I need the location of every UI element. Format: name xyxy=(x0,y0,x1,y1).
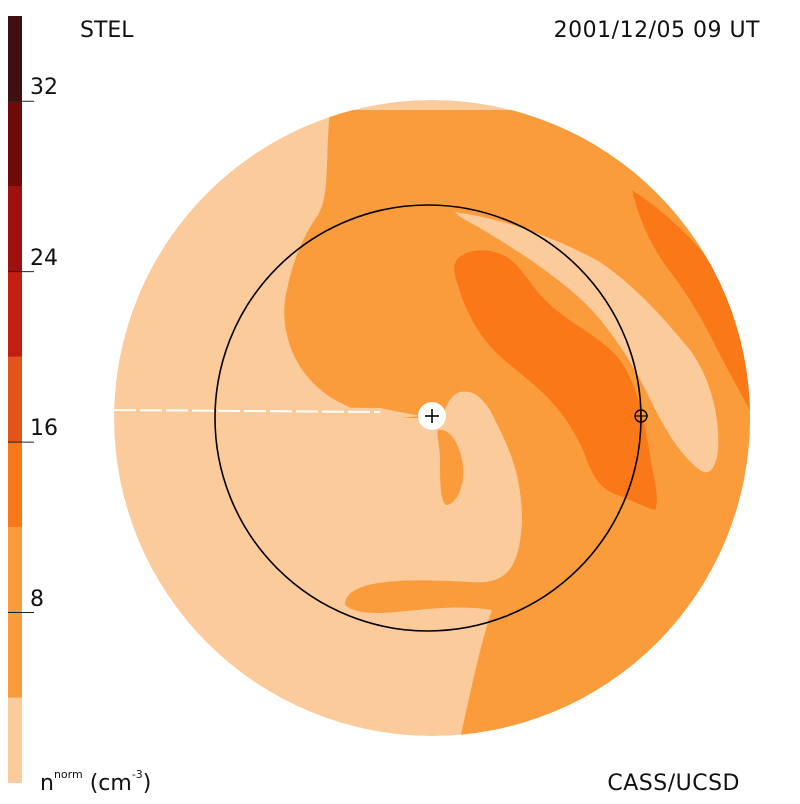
region-medium-density-filament xyxy=(437,429,464,506)
earth-marker xyxy=(634,409,648,423)
region-low-density-channel xyxy=(455,212,719,473)
colorbar-tick-label-16: 16 xyxy=(30,416,58,442)
colorbar-bin-6 xyxy=(8,101,22,187)
colorbar-bin-3 xyxy=(8,356,22,443)
region-low-density-notch xyxy=(114,405,420,420)
colorbar-ticks xyxy=(8,100,34,614)
colorbar-tick-label-32: 32 xyxy=(30,75,58,101)
region-enhanced-density-arc xyxy=(454,250,657,510)
region-medium-density-main xyxy=(284,110,750,736)
sun-marker xyxy=(418,402,446,430)
region-medium-density-blob xyxy=(350,303,371,342)
axis-artifact-line xyxy=(113,409,381,413)
colorbar-tick-label-8: 8 xyxy=(30,586,44,612)
colorbar-unit-label: nnorm (cm-3) xyxy=(40,767,152,796)
region-enhanced-density-limb xyxy=(632,190,750,415)
colorbar-tick-label-24: 24 xyxy=(30,245,58,271)
density-disk xyxy=(114,100,750,736)
unit-exponent: -3 xyxy=(131,767,143,781)
unit-superscript: norm xyxy=(53,767,83,781)
colorbar-bin-7 xyxy=(8,16,22,102)
colorbar-bin-5 xyxy=(8,186,22,272)
credit-label: CASS/UCSD xyxy=(607,771,740,796)
colorbar-bin-2 xyxy=(8,442,22,528)
timestamp-label: 2001/12/05 09 UT xyxy=(553,18,760,43)
observatory-label: STEL xyxy=(80,18,134,43)
colorbar-bin-0 xyxy=(8,697,22,783)
unit-paren: (cm xyxy=(89,771,132,796)
colorbar-bin-4 xyxy=(8,271,22,357)
unit-base: n xyxy=(40,771,54,796)
unit-close: ) xyxy=(142,771,152,796)
colorbar xyxy=(8,16,22,783)
